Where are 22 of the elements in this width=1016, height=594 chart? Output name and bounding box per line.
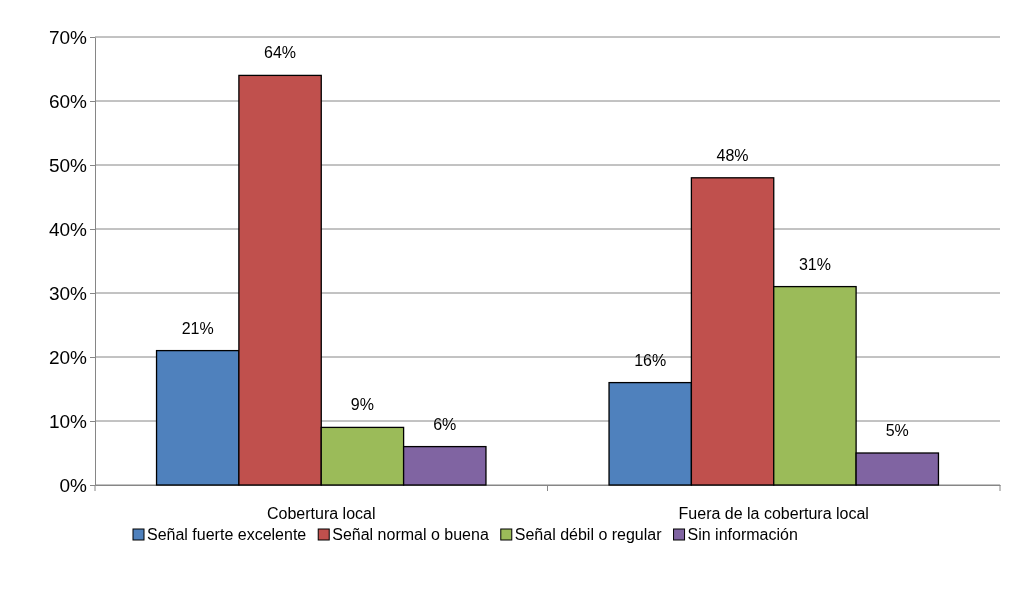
- data-label: 21%: [181, 319, 214, 337]
- y-tick-label: 10%: [48, 410, 88, 432]
- legend-label: Sin información: [687, 526, 798, 543]
- x-tick-label: Cobertura local: [267, 505, 376, 522]
- data-label: 6%: [433, 415, 457, 433]
- data-label: 64%: [264, 44, 297, 62]
- y-tick-label: 0%: [59, 474, 88, 496]
- y-tick-label: 40%: [48, 218, 88, 240]
- legend-label: Señal normal o buena: [332, 526, 489, 543]
- y-tick-label: 70%: [48, 26, 88, 48]
- data-label: 9%: [350, 396, 374, 414]
- data-label: 48%: [716, 146, 749, 164]
- x-tick-label: Fuera de la cobertura local: [678, 505, 869, 522]
- y-tick-label: 50%: [48, 154, 88, 176]
- y-tick-label: 60%: [48, 90, 88, 112]
- y-tick-label: 30%: [48, 282, 88, 304]
- legend-label: Señal débil o regular: [514, 526, 663, 543]
- legend-label: Señal fuerte excelente: [147, 526, 307, 543]
- data-label: 31%: [798, 255, 831, 273]
- data-label: 16%: [634, 351, 667, 369]
- data-label: 5%: [885, 422, 909, 439]
- y-tick-label: 20%: [48, 346, 88, 368]
